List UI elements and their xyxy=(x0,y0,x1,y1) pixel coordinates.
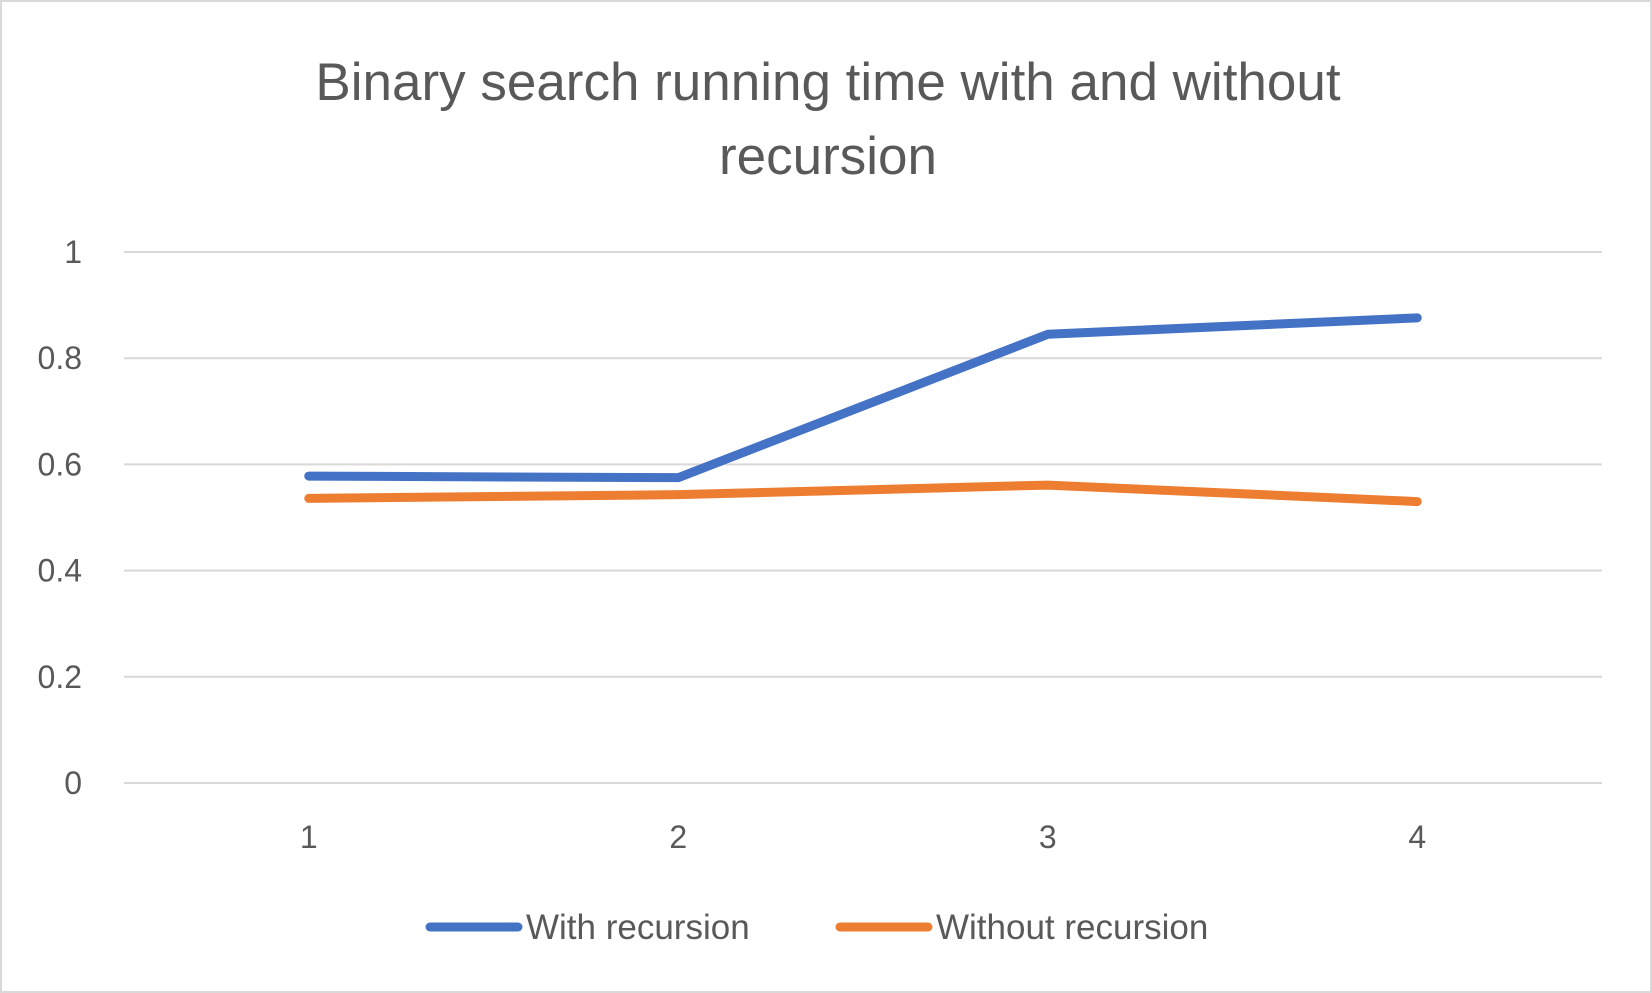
legend-label-with-recursion: With recursion xyxy=(526,908,750,947)
x-tick-label: 4 xyxy=(1408,819,1426,855)
y-tick-label: 0.8 xyxy=(38,340,82,376)
gridlines xyxy=(124,251,1602,784)
y-tick-label: 0.4 xyxy=(38,553,82,589)
series-line-without-recursion xyxy=(304,480,1422,507)
y-axis-tick-labels: 0 0.2 0.4 0.6 0.8 1 xyxy=(38,234,82,801)
chart-title-line-1: Binary search running time with and with… xyxy=(315,53,1340,112)
series-lines xyxy=(304,313,1422,507)
chart-title-line-2: recursion xyxy=(719,127,937,186)
x-axis-tick-labels: 1 2 3 4 xyxy=(300,819,1426,855)
y-tick-label: 1 xyxy=(64,234,82,270)
x-tick-label: 2 xyxy=(669,819,687,855)
y-tick-label: 0.6 xyxy=(38,446,82,482)
y-tick-label: 0 xyxy=(64,765,82,801)
series-line-with-recursion xyxy=(304,313,1422,483)
x-tick-label: 1 xyxy=(300,819,318,855)
legend: With recursion Without recursion xyxy=(425,908,1208,947)
legend-label-without-recursion: Without recursion xyxy=(936,908,1208,947)
y-tick-label: 0.2 xyxy=(38,659,82,695)
x-tick-label: 3 xyxy=(1039,819,1057,855)
